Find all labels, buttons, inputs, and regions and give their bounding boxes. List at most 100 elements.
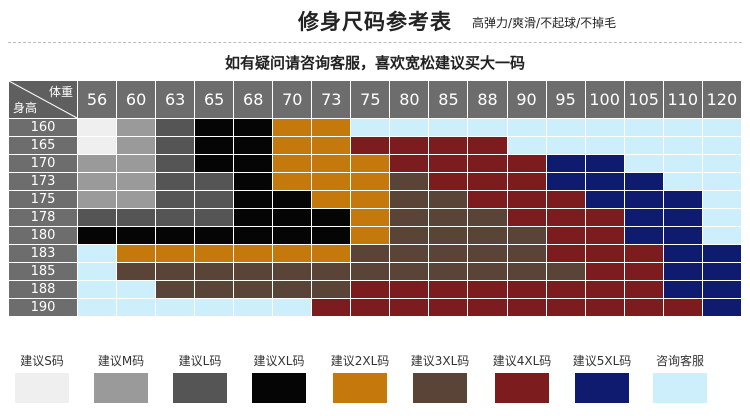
- size-chart-table: 体重 身高 56 60 63 65 68 70 73 75 80 85 88 90 95 100 105 11…: [8, 80, 743, 317]
- size-cell: [233, 118, 274, 137]
- size-cell: [662, 244, 703, 263]
- divider: [8, 42, 742, 43]
- size-cell: [116, 172, 157, 191]
- size-cell: [584, 298, 625, 317]
- size-cell: [545, 154, 586, 173]
- size-cell: [545, 118, 586, 137]
- height-label: 188: [8, 280, 78, 299]
- size-cell: [584, 172, 625, 191]
- size-cell: [350, 172, 391, 191]
- height-label: 173: [8, 172, 78, 191]
- size-cell: [623, 208, 664, 227]
- height-row: 185: [8, 262, 743, 281]
- size-cell: [584, 118, 625, 137]
- size-cell: [545, 298, 586, 317]
- legend-swatch: [653, 373, 707, 403]
- weight-header: 70: [272, 80, 313, 119]
- size-cell: [272, 244, 313, 263]
- size-cell: [662, 298, 703, 317]
- legend-swatch: [495, 373, 549, 403]
- size-cell: [467, 244, 508, 263]
- legend-label: 建议3XL码: [410, 354, 470, 368]
- height-row: 183: [8, 244, 743, 263]
- size-cell: [428, 298, 469, 317]
- legend-item: 建议XL码: [245, 352, 313, 403]
- size-cell: [623, 262, 664, 281]
- weight-header: 90: [506, 80, 547, 119]
- size-cell: [272, 298, 313, 317]
- size-cell: [701, 136, 743, 155]
- legend-item: 建议L码: [166, 352, 234, 403]
- size-cell: [545, 262, 586, 281]
- size-cell: [467, 190, 508, 209]
- size-cell: [467, 154, 508, 173]
- legend-item: 建议2XL码: [326, 352, 394, 403]
- size-cell: [194, 262, 235, 281]
- legend-item: 建议M码: [87, 352, 155, 403]
- size-cell: [116, 280, 157, 299]
- weight-header: 80: [389, 80, 430, 119]
- size-cell: [233, 262, 274, 281]
- size-cell: [467, 118, 508, 137]
- size-cell: [662, 208, 703, 227]
- size-cell: [155, 280, 196, 299]
- size-cell: [389, 298, 430, 317]
- size-cell: [116, 298, 157, 317]
- size-cell: [311, 262, 352, 281]
- size-cell: [545, 208, 586, 227]
- size-cell: [662, 226, 703, 245]
- weight-header: 105: [623, 80, 664, 119]
- size-cell: [194, 280, 235, 299]
- size-cell: [662, 154, 703, 173]
- size-cell: [311, 226, 352, 245]
- size-cell: [506, 280, 547, 299]
- size-cell: [350, 244, 391, 263]
- size-cell: [584, 154, 625, 173]
- legend-label: 咨询客服: [655, 354, 704, 368]
- size-cell: [506, 136, 547, 155]
- legend-label: 建议M码: [97, 354, 145, 368]
- legend-swatch: [94, 373, 148, 403]
- size-cell: [116, 118, 157, 137]
- legend-label: 建议2XL码: [330, 354, 390, 368]
- size-cell: [76, 244, 118, 263]
- size-cell: [116, 190, 157, 209]
- size-cell: [428, 136, 469, 155]
- legend-item: 建议3XL码: [406, 352, 474, 403]
- size-cell: [233, 280, 274, 299]
- size-cell: [194, 208, 235, 227]
- size-cell: [701, 226, 743, 245]
- size-grid: 160 165 170 173 175 178 180 183 185 188 190: [8, 118, 743, 317]
- legend-label: 建议5XL码: [572, 354, 632, 368]
- height-label: 190: [8, 298, 78, 317]
- size-cell: [194, 136, 235, 155]
- size-cell: [506, 226, 547, 245]
- height-label: 185: [8, 262, 78, 281]
- weight-header: 100: [584, 80, 625, 119]
- size-cell: [116, 226, 157, 245]
- size-cell: [194, 298, 235, 317]
- size-cell: [584, 244, 625, 263]
- size-cell: [701, 298, 743, 317]
- size-cell: [584, 136, 625, 155]
- height-axis-label: 身高: [13, 101, 38, 115]
- size-cell: [389, 262, 430, 281]
- legend-swatch: [173, 373, 227, 403]
- legend-item: 建议S码: [8, 352, 76, 403]
- legend-swatch: [575, 373, 629, 403]
- size-cell: [76, 118, 118, 137]
- size-cell: [233, 244, 274, 263]
- height-row: 180: [8, 226, 743, 245]
- size-cell: [467, 226, 508, 245]
- size-cell: [506, 190, 547, 209]
- size-cell: [623, 172, 664, 191]
- size-cell: [311, 208, 352, 227]
- height-row: 173: [8, 172, 743, 191]
- size-cell: [76, 208, 118, 227]
- height-row: 165: [8, 136, 743, 155]
- size-cell: [233, 226, 274, 245]
- size-cell: [350, 262, 391, 281]
- size-cell: [350, 118, 391, 137]
- size-cell: [662, 136, 703, 155]
- size-cell: [389, 208, 430, 227]
